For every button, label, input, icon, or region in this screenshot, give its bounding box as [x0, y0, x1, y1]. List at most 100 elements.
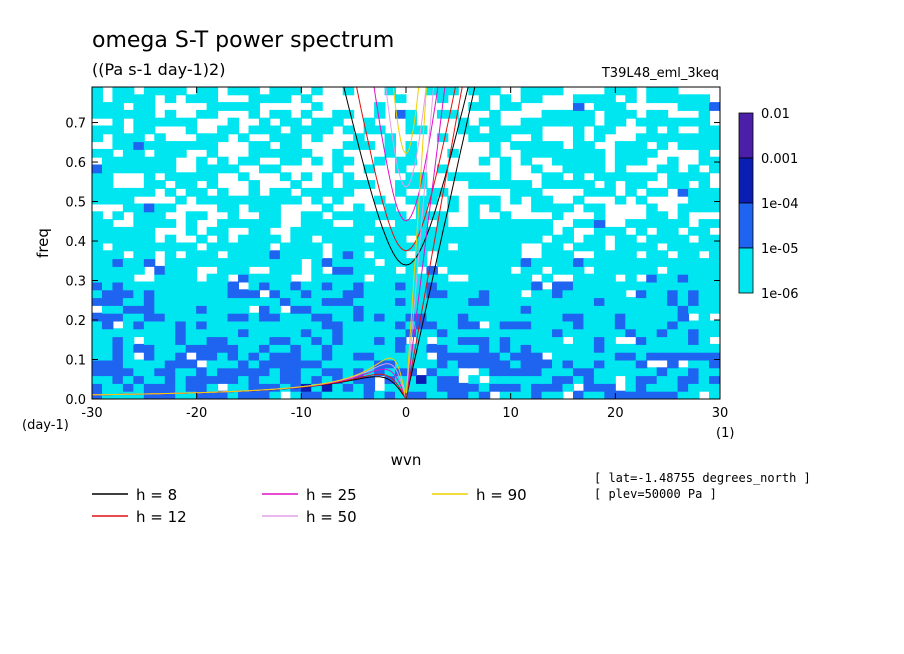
power-cell [688, 94, 700, 104]
power-cell [552, 234, 564, 244]
power-cell [101, 359, 114, 369]
power-cell [238, 351, 250, 361]
power-cell [520, 258, 533, 267]
power-cell [436, 211, 449, 221]
power-cell [593, 102, 606, 111]
power-cell [332, 289, 344, 299]
power-cell [196, 172, 208, 182]
power-cell [625, 328, 637, 338]
power-cell [646, 312, 658, 322]
power-cell [426, 359, 438, 369]
power-cell [238, 258, 250, 267]
power-cell [520, 148, 533, 158]
power-cell [468, 195, 480, 205]
power-cell [133, 133, 145, 143]
power-cell [353, 359, 365, 369]
power-cell [374, 336, 386, 345]
power-cell [92, 265, 103, 275]
power-cell [541, 304, 554, 314]
power-cell [677, 258, 690, 267]
power-cell [353, 242, 365, 252]
power-cell [342, 234, 355, 244]
power-cell [269, 304, 281, 314]
power-cell [457, 390, 470, 399]
power-cell [698, 297, 711, 306]
power-cell [143, 304, 156, 314]
power-cell [196, 234, 208, 244]
power-cell [248, 102, 260, 111]
power-cell [133, 117, 145, 127]
power-cell [248, 273, 260, 283]
power-cell [269, 336, 281, 345]
power-cell [269, 148, 281, 158]
power-cell [541, 375, 554, 384]
power-cell [709, 359, 720, 369]
power-cell [300, 226, 313, 236]
power-cell [112, 367, 124, 377]
power-cell [572, 164, 585, 174]
power-cell [614, 156, 627, 166]
power-cell [248, 359, 260, 369]
power-cell [677, 102, 690, 111]
power-cell [92, 281, 103, 291]
power-cell [614, 359, 627, 369]
power-cell [122, 265, 135, 275]
power-cell [101, 336, 114, 345]
power-cell [363, 328, 376, 338]
power-cell [238, 375, 250, 384]
power-cell [688, 359, 700, 369]
power-cell [217, 234, 229, 244]
power-cell [290, 343, 302, 353]
power-cell [290, 390, 302, 399]
power-cell [269, 359, 281, 369]
power-cell [583, 328, 595, 338]
power-cell [164, 219, 177, 228]
power-cell [175, 382, 187, 392]
power-cell [384, 133, 397, 143]
power-cell [520, 367, 533, 377]
power-cell [656, 94, 669, 104]
power-cell [143, 172, 156, 182]
power-cell [175, 265, 187, 275]
power-cell [258, 382, 271, 392]
power-cell [332, 156, 344, 166]
power-cell [164, 117, 177, 127]
power-cell [688, 273, 700, 283]
power-cell [468, 133, 480, 143]
power-cell [646, 390, 658, 399]
power-cell [112, 164, 124, 174]
power-cell [248, 343, 260, 353]
power-cell [374, 367, 386, 377]
power-cell [164, 203, 177, 213]
power-cell [175, 172, 187, 182]
power-cell [447, 289, 459, 299]
power-cell [321, 281, 334, 291]
power-cell [552, 109, 564, 119]
power-cell [92, 226, 103, 236]
power-cell [279, 242, 292, 252]
power-cell [300, 187, 313, 197]
power-cell [342, 211, 355, 221]
power-cell [279, 172, 292, 182]
power-cell [353, 336, 365, 345]
run-label: T39L48_eml_3keq [601, 66, 719, 81]
power-cell [133, 343, 145, 353]
power-cell [374, 195, 386, 205]
power-cell [332, 187, 344, 197]
power-cell [154, 148, 166, 158]
power-cell [677, 320, 690, 330]
power-cell [227, 125, 240, 135]
power-cell [112, 390, 124, 399]
power-cell [625, 258, 637, 267]
power-cell [101, 234, 114, 244]
power-cell [238, 87, 250, 96]
power-cell [531, 265, 543, 275]
power-cell [374, 250, 386, 260]
power-cell [468, 312, 480, 322]
power-cell [227, 336, 240, 345]
power-cell [185, 125, 198, 135]
power-cell [154, 164, 166, 174]
power-cell [562, 250, 574, 260]
power-cell [478, 195, 491, 205]
power-cell [531, 117, 543, 127]
